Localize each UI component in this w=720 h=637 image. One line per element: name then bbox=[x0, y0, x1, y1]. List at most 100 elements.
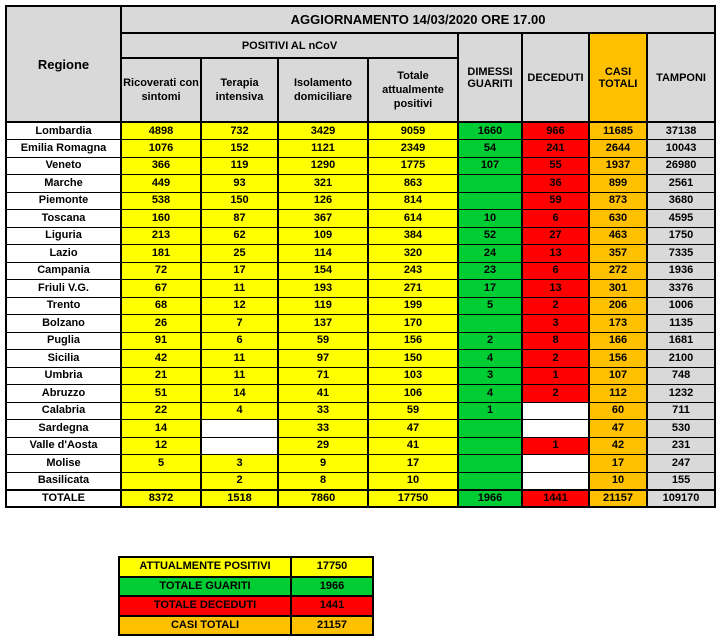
region-name: Lombardia bbox=[5, 121, 122, 140]
value-cell: 4595 bbox=[645, 209, 717, 228]
value-cell: 21157 bbox=[588, 488, 648, 508]
value-cell: 106 bbox=[367, 384, 459, 403]
value-cell: 17 bbox=[200, 261, 279, 280]
value-cell: 107 bbox=[588, 366, 648, 385]
region-name: Puglia bbox=[5, 331, 122, 350]
value-cell: 126 bbox=[277, 191, 369, 210]
value-cell: 899 bbox=[588, 174, 648, 193]
value-cell: 2100 bbox=[645, 349, 717, 368]
value-cell: 9059 bbox=[367, 121, 459, 140]
value-cell: 1290 bbox=[277, 156, 369, 175]
value-cell: 12 bbox=[200, 296, 279, 315]
summary-label: ATTUALMENTE POSITIVI bbox=[118, 556, 292, 578]
region-name: Calabria bbox=[5, 401, 122, 420]
value-cell: 109 bbox=[277, 226, 369, 245]
value-cell: 166 bbox=[588, 331, 648, 350]
region-name: Basilicata bbox=[5, 471, 122, 490]
value-cell: 7 bbox=[200, 314, 279, 333]
value-cell: 8372 bbox=[120, 488, 202, 508]
value-cell: 2 bbox=[521, 349, 590, 368]
value-cell: 2644 bbox=[588, 139, 648, 158]
value-cell: 170 bbox=[367, 314, 459, 333]
region-name: Piemonte bbox=[5, 191, 122, 210]
table-row: Veneto 366 119 1290 1775 107 55 1937 26980 bbox=[5, 156, 717, 175]
value-cell: 213 bbox=[120, 226, 202, 245]
value-cell: 22 bbox=[120, 401, 202, 420]
value-cell: 17750 bbox=[367, 488, 459, 508]
value-cell: 1 bbox=[521, 366, 590, 385]
value-cell: 243 bbox=[367, 261, 459, 280]
value-cell: 711 bbox=[645, 401, 717, 420]
value-cell: 51 bbox=[120, 384, 202, 403]
value-cell: 103 bbox=[367, 366, 459, 385]
value-cell: 3 bbox=[521, 314, 590, 333]
region-name: Marche bbox=[5, 174, 122, 193]
table-row: Friuli V.G. 67 11 193 271 17 13 301 3376 bbox=[5, 279, 717, 298]
value-cell: 873 bbox=[588, 191, 648, 210]
value-cell: 2 bbox=[457, 331, 523, 350]
value-cell: 11 bbox=[200, 279, 279, 298]
column-header-isolamento: Isolamento domiciliare bbox=[277, 57, 369, 123]
value-cell: 4 bbox=[457, 349, 523, 368]
value-cell: 1660 bbox=[457, 121, 523, 140]
value-cell: 47 bbox=[367, 419, 459, 438]
table-title: AGGIORNAMENTO 14/03/2020 ORE 17.00 bbox=[119, 5, 717, 34]
column-header-casi-totali: CASI TOTALI bbox=[588, 32, 648, 123]
value-cell bbox=[521, 419, 590, 438]
table-row: Emilia Romagna 1076 152 1121 2349 54 241 2644 10… bbox=[5, 139, 717, 158]
value-cell: 7860 bbox=[277, 488, 369, 508]
table-row: Trento 68 12 119 199 5 2 206 1006 bbox=[5, 296, 717, 315]
value-cell: 59 bbox=[277, 331, 369, 350]
value-cell: 1775 bbox=[367, 156, 459, 175]
value-cell: 1121 bbox=[277, 139, 369, 158]
value-cell: 1681 bbox=[645, 331, 717, 350]
value-cell bbox=[200, 419, 279, 438]
value-cell: 321 bbox=[277, 174, 369, 193]
value-cell: 614 bbox=[367, 209, 459, 228]
value-cell: 384 bbox=[367, 226, 459, 245]
summary-row: TOTALE DECEDUTI 1441 bbox=[118, 595, 374, 617]
value-cell: 10 bbox=[588, 471, 648, 490]
value-cell: 1518 bbox=[200, 488, 279, 508]
value-cell: 3680 bbox=[645, 191, 717, 210]
region-name: Friuli V.G. bbox=[5, 279, 122, 298]
value-cell: 17 bbox=[367, 454, 459, 473]
value-cell: 247 bbox=[645, 454, 717, 473]
value-cell: 8 bbox=[277, 471, 369, 490]
value-cell: 10 bbox=[367, 471, 459, 490]
value-cell: 24 bbox=[457, 244, 523, 263]
table-row: Molise 5 3 9 17 17 247 bbox=[5, 454, 717, 473]
value-cell: 152 bbox=[200, 139, 279, 158]
column-header-deceduti: DECEDUTI bbox=[521, 32, 590, 123]
table-row: Valle d'Aosta 12 29 41 1 42 231 bbox=[5, 436, 717, 455]
table-row: Liguria 213 62 109 384 52 27 463 1750 bbox=[5, 226, 717, 245]
value-cell: 41 bbox=[277, 384, 369, 403]
covid-regions-table: Regione AGGIORNAMENTO 14/03/2020 ORE 17.… bbox=[5, 5, 717, 508]
value-cell: 9 bbox=[277, 454, 369, 473]
summary-table: ATTUALMENTE POSITIVI 17750 TOTALE GUARITI 1… bbox=[118, 556, 374, 636]
value-cell: 2349 bbox=[367, 139, 459, 158]
value-cell bbox=[457, 419, 523, 438]
value-cell: 6 bbox=[200, 331, 279, 350]
value-cell: 181 bbox=[120, 244, 202, 263]
value-cell: 1232 bbox=[645, 384, 717, 403]
value-cell bbox=[521, 401, 590, 420]
value-cell: 173 bbox=[588, 314, 648, 333]
summary-value: 21157 bbox=[290, 614, 374, 636]
value-cell: 3 bbox=[200, 454, 279, 473]
value-cell: 12 bbox=[120, 436, 202, 455]
value-cell: 23 bbox=[457, 261, 523, 280]
table-row: Sicilia 42 11 97 150 4 2 156 2100 bbox=[5, 349, 717, 368]
value-cell: 3429 bbox=[277, 121, 369, 140]
value-cell: 2 bbox=[521, 384, 590, 403]
value-cell: 966 bbox=[521, 121, 590, 140]
summary-value: 1966 bbox=[290, 575, 374, 597]
value-cell: 109170 bbox=[645, 488, 717, 508]
value-cell: 5 bbox=[457, 296, 523, 315]
value-cell: 26980 bbox=[645, 156, 717, 175]
value-cell: 97 bbox=[277, 349, 369, 368]
value-cell: 29 bbox=[277, 436, 369, 455]
value-cell: 156 bbox=[588, 349, 648, 368]
value-cell: 114 bbox=[277, 244, 369, 263]
value-cell: 748 bbox=[645, 366, 717, 385]
